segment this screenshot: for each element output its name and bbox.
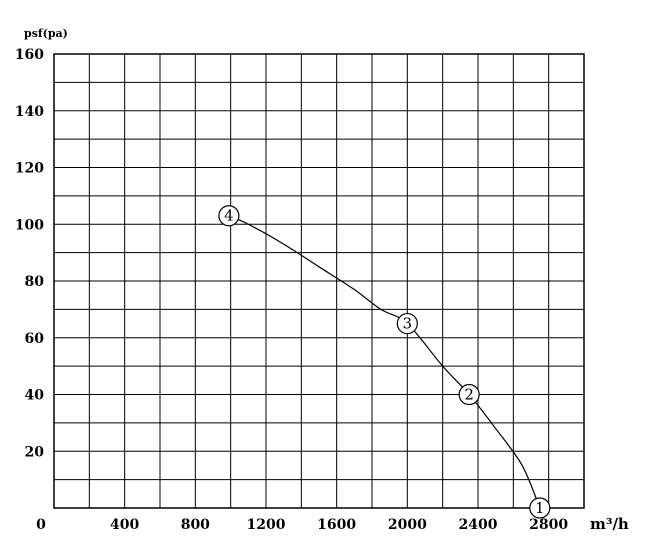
- y-tick-label: 100: [15, 217, 44, 233]
- y-tick-label: 80: [25, 274, 45, 290]
- point-marker-circle: [529, 497, 551, 519]
- y-tick-label: 60: [25, 331, 45, 347]
- point-marker-label: 3: [403, 315, 413, 333]
- point-marker-label: 1: [535, 499, 545, 517]
- point-marker-circle: [218, 205, 240, 227]
- x-tick-label: 2000: [388, 517, 427, 533]
- annotations: 1 2 3 4: [218, 205, 551, 519]
- y-tick-label: 160: [15, 47, 44, 63]
- series: [228, 215, 541, 509]
- x-tick-label: 2400: [459, 517, 498, 533]
- x-tick-label: 2800: [529, 517, 568, 533]
- x-tick-label: 1200: [247, 517, 286, 533]
- x-tick-label: 400: [110, 517, 139, 533]
- x-tick-label: 0: [36, 517, 46, 533]
- x-tick-label: 800: [181, 517, 210, 533]
- series-line: [228, 215, 541, 509]
- y-tick-label: 120: [15, 161, 44, 177]
- x-axis-label: m³/h: [590, 515, 629, 533]
- y-tick-label: 140: [15, 104, 44, 120]
- x-tick-label: 1600: [317, 517, 356, 533]
- y-tick-label: 20: [25, 444, 45, 460]
- point-marker-circle: [396, 312, 418, 335]
- y-tick-label: 40: [25, 388, 45, 404]
- plot-border: [53, 53, 585, 509]
- point-marker-label: 4: [224, 207, 234, 225]
- point-marker-circle: [458, 383, 480, 406]
- y-axis-label: psf(pa): [24, 27, 68, 40]
- point-marker-label: 2: [464, 386, 474, 404]
- tick-labels: 0 400 800 1200 1600 2000 2400 28002040608010012…: [15, 47, 569, 533]
- grid: [53, 53, 585, 509]
